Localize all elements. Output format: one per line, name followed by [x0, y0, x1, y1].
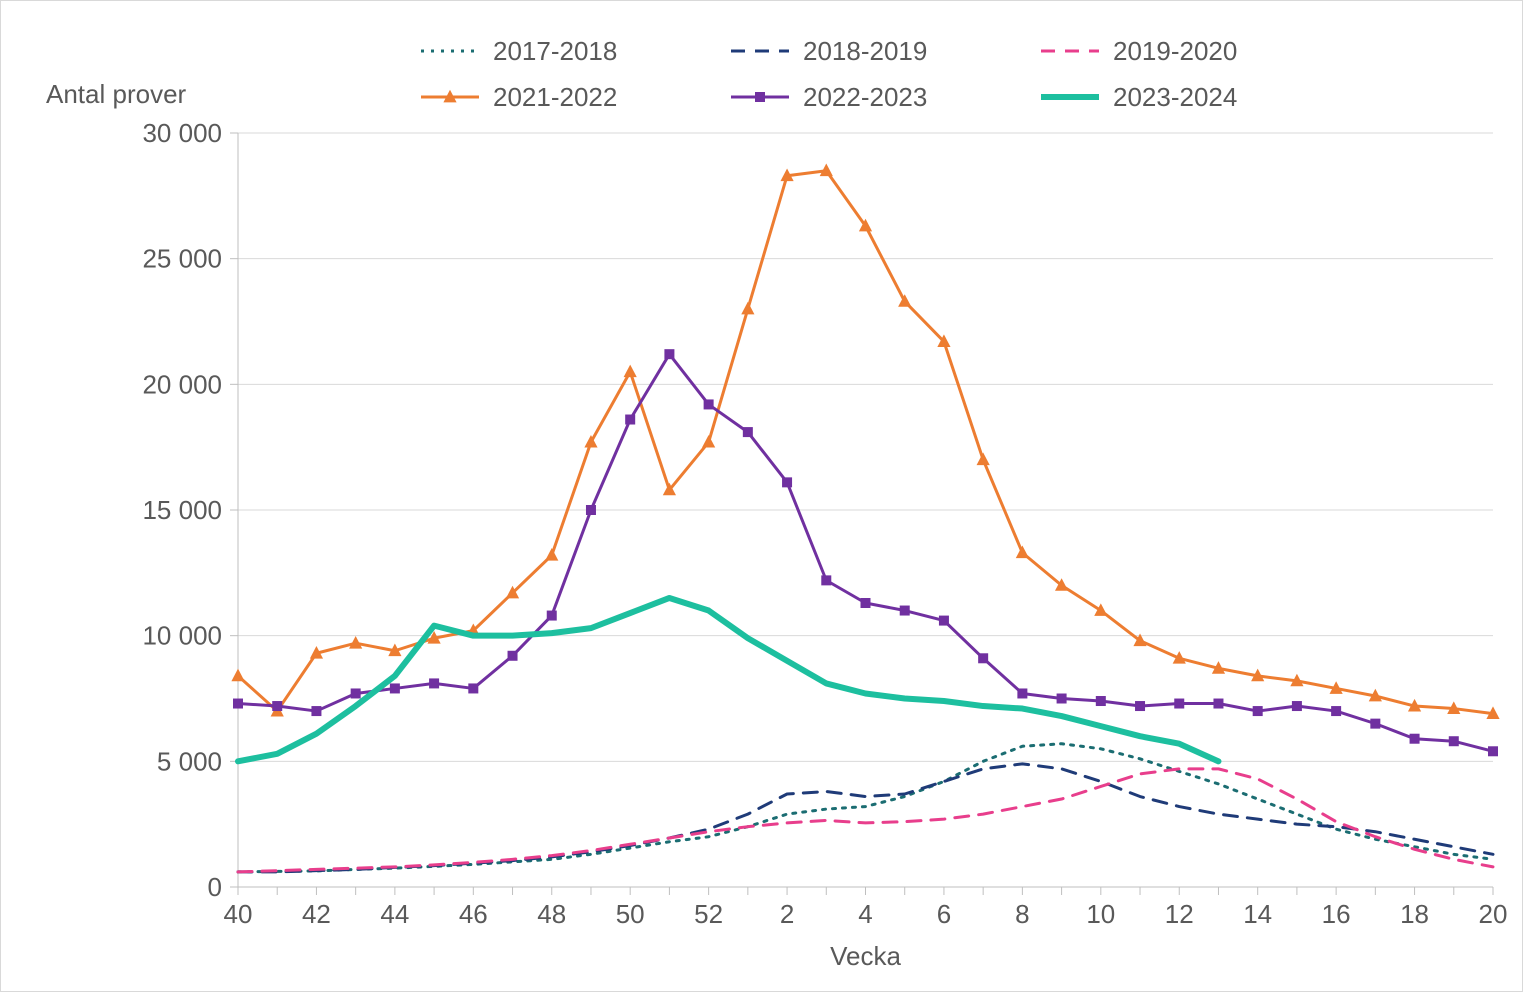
marker-square — [1449, 736, 1459, 746]
marker-triangle — [741, 302, 754, 315]
x-tick-label: 14 — [1243, 899, 1272, 929]
x-tick-label: 20 — [1479, 899, 1508, 929]
x-tick-label: 46 — [459, 899, 488, 929]
x-tick-label: 44 — [380, 899, 409, 929]
marker-square — [664, 349, 674, 359]
marker-square — [586, 505, 596, 515]
x-tick-label: 16 — [1322, 899, 1351, 929]
marker-square — [1174, 699, 1184, 709]
x-tick-label: 4 — [858, 899, 872, 929]
x-tick-label: 2 — [780, 899, 794, 929]
legend-label: 2021-2022 — [493, 82, 617, 112]
marker-triangle — [702, 435, 715, 448]
x-tick-label: 8 — [1015, 899, 1029, 929]
marker-square — [1331, 706, 1341, 716]
marker-square — [1213, 699, 1223, 709]
marker-triangle — [231, 669, 244, 682]
x-tick-label: 12 — [1165, 899, 1194, 929]
y-axis-title: Antal prover — [46, 79, 187, 109]
chart-container: 05 00010 00015 00020 00025 00030 0004042… — [0, 0, 1523, 992]
marker-square — [861, 598, 871, 608]
marker-triangle — [545, 548, 558, 561]
marker-square — [625, 415, 635, 425]
x-tick-label: 18 — [1400, 899, 1429, 929]
marker-square — [1057, 694, 1067, 704]
legend-label: 2023-2024 — [1113, 82, 1237, 112]
marker-triangle — [898, 294, 911, 307]
x-tick-label: 42 — [302, 899, 331, 929]
y-tick-label: 5 000 — [157, 746, 222, 776]
legend-label: 2019-2020 — [1113, 36, 1237, 66]
marker-square — [390, 683, 400, 693]
marker-square — [1410, 734, 1420, 744]
x-axis-title: Vecka — [830, 941, 901, 971]
y-tick-label: 0 — [208, 872, 222, 902]
marker-square — [743, 427, 753, 437]
marker-triangle — [349, 636, 362, 649]
marker-square — [978, 653, 988, 663]
marker-square — [755, 92, 765, 102]
y-tick-label: 10 000 — [142, 621, 222, 651]
marker-square — [547, 611, 557, 621]
legend-label: 2022-2023 — [803, 82, 927, 112]
marker-square — [311, 706, 321, 716]
legend-label: 2018-2019 — [803, 36, 927, 66]
marker-square — [1017, 688, 1027, 698]
y-tick-label: 20 000 — [142, 369, 222, 399]
marker-square — [900, 606, 910, 616]
x-tick-label: 52 — [694, 899, 723, 929]
y-tick-label: 25 000 — [142, 244, 222, 274]
series-line — [238, 769, 1493, 872]
x-tick-label: 40 — [224, 899, 253, 929]
marker-triangle — [977, 453, 990, 466]
marker-square — [468, 683, 478, 693]
series-line — [238, 598, 1218, 761]
x-tick-label: 48 — [537, 899, 566, 929]
y-tick-label: 15 000 — [142, 495, 222, 525]
marker-square — [429, 678, 439, 688]
legend-label: 2017-2018 — [493, 36, 617, 66]
x-tick-label: 50 — [616, 899, 645, 929]
marker-square — [272, 701, 282, 711]
marker-square — [1488, 746, 1498, 756]
marker-square — [704, 399, 714, 409]
marker-square — [233, 699, 243, 709]
marker-square — [939, 616, 949, 626]
marker-triangle — [624, 365, 637, 378]
marker-square — [1370, 719, 1380, 729]
marker-square — [1253, 706, 1263, 716]
y-tick-label: 30 000 — [142, 118, 222, 148]
line-chart: 05 00010 00015 00020 00025 00030 0004042… — [1, 1, 1523, 993]
series-line — [238, 744, 1493, 872]
marker-square — [508, 651, 518, 661]
marker-triangle — [1016, 546, 1029, 559]
marker-square — [821, 575, 831, 585]
marker-square — [1096, 696, 1106, 706]
marker-square — [1135, 701, 1145, 711]
x-tick-label: 10 — [1086, 899, 1115, 929]
marker-square — [1292, 701, 1302, 711]
marker-square — [782, 477, 792, 487]
marker-square — [351, 688, 361, 698]
series-line — [238, 764, 1493, 872]
marker-triangle — [1094, 603, 1107, 616]
x-tick-label: 6 — [937, 899, 951, 929]
